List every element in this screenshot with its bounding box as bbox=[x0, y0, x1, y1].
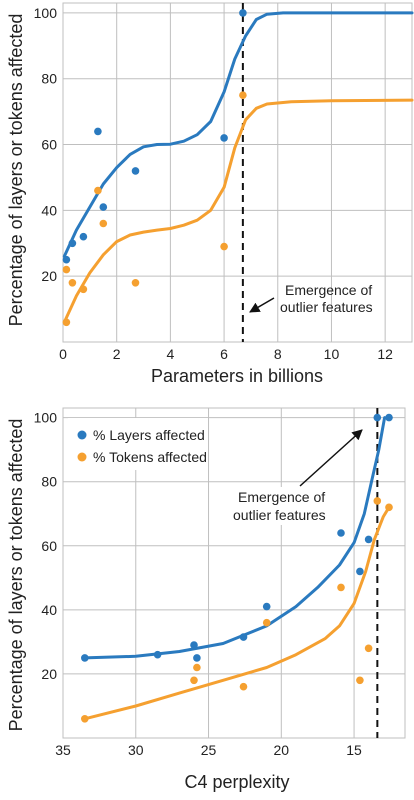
x-tick-label: 20 bbox=[274, 742, 290, 758]
data-points bbox=[62, 9, 247, 327]
data-point-tokens bbox=[94, 186, 102, 195]
chart-parameters: 0 2 4 6 8 10 12 20 40 60 80 100 Parameters in bill… bbox=[6, 2, 414, 386]
data-point-tokens bbox=[62, 265, 71, 274]
data-point-layers bbox=[220, 134, 228, 142]
data-point-tokens bbox=[239, 682, 248, 691]
x-axis-label: Parameters in billions bbox=[151, 366, 323, 386]
fit-curve-tokens bbox=[62, 98, 414, 324]
data-point-layers bbox=[356, 567, 364, 576]
data-point-layers bbox=[131, 167, 140, 175]
x-tick-label: 10 bbox=[324, 346, 340, 362]
grid bbox=[62, 407, 406, 739]
data-point-layers bbox=[99, 203, 108, 211]
y-tick-label: 100 bbox=[34, 410, 58, 426]
data-point-tokens bbox=[62, 318, 71, 327]
data-point-tokens bbox=[131, 279, 140, 287]
data-point-tokens bbox=[385, 503, 393, 512]
x-tick-label: 2 bbox=[113, 346, 121, 362]
x-tick-label: 4 bbox=[166, 346, 174, 362]
x-tick-label: 30 bbox=[128, 742, 144, 758]
data-point-layers bbox=[364, 535, 373, 544]
data-point-layers bbox=[385, 413, 393, 422]
y-tick-label: 20 bbox=[41, 666, 57, 682]
data-point-layers bbox=[190, 641, 198, 649]
fit-curve-tokens bbox=[83, 505, 391, 721]
data-point-layers bbox=[193, 654, 201, 662]
y-tick-label: 20 bbox=[41, 268, 57, 284]
y-tick-label: 40 bbox=[41, 602, 57, 618]
annotation-arrow bbox=[249, 297, 275, 313]
data-point-layers bbox=[239, 9, 247, 17]
data-point-tokens bbox=[99, 219, 108, 228]
y-tick-label: 60 bbox=[41, 137, 57, 153]
data-point-tokens bbox=[81, 715, 89, 723]
data-point-tokens bbox=[239, 91, 247, 99]
data-points bbox=[81, 413, 393, 723]
data-point-layers bbox=[62, 255, 71, 264]
annotation-backdrop bbox=[230, 487, 336, 525]
fit-curve-layers bbox=[62, 11, 414, 258]
annotation-arrow bbox=[299, 429, 363, 487]
data-point-layers bbox=[68, 239, 77, 248]
data-point-layers bbox=[81, 654, 89, 662]
data-point-tokens bbox=[220, 242, 228, 251]
annotation-line-1: Emergence of bbox=[285, 282, 372, 298]
legend: % Layers affected % Tokens affected bbox=[68, 418, 208, 470]
data-point-layers bbox=[239, 633, 248, 641]
x-tick-label: 8 bbox=[274, 346, 282, 362]
x-tick-label: 15 bbox=[346, 742, 362, 758]
y-tick-label: 40 bbox=[41, 202, 57, 218]
legend-marker-tokens bbox=[77, 452, 87, 462]
y-tick-label: 60 bbox=[41, 538, 57, 554]
annotation: Emergence of outlier features bbox=[249, 282, 373, 315]
fit-curves bbox=[62, 11, 414, 324]
x-tick-label: 6 bbox=[220, 346, 228, 362]
data-point-tokens bbox=[364, 644, 373, 653]
annotation-line-1: Emergence of bbox=[238, 489, 325, 505]
y-tick-label: 80 bbox=[41, 71, 57, 87]
data-point-tokens bbox=[337, 583, 345, 592]
x-axis-label: C4 perplexity bbox=[184, 772, 289, 792]
data-point-layers bbox=[94, 127, 102, 136]
x-tick-label: 35 bbox=[55, 742, 71, 758]
data-point-layers bbox=[153, 650, 162, 659]
data-point-layers bbox=[337, 529, 345, 537]
annotation-line-2: outlier features bbox=[280, 299, 373, 315]
fit-curves bbox=[83, 416, 391, 721]
y-axis-label: Percentage of layers or tokens affected bbox=[6, 419, 26, 732]
data-point-tokens bbox=[193, 663, 201, 672]
fit-curve-layers bbox=[83, 416, 387, 660]
y-tick-labels: 20 40 60 80 100 bbox=[34, 5, 58, 284]
legend-label-tokens: % Tokens affected bbox=[93, 449, 207, 465]
data-point-tokens bbox=[373, 497, 382, 505]
chart-perplexity: 35 30 25 20 15 20 40 60 80 100 C4 perplexity Per… bbox=[6, 407, 406, 792]
data-point-tokens bbox=[356, 676, 364, 685]
data-point-tokens bbox=[190, 676, 198, 685]
x-tick-label: 12 bbox=[377, 346, 393, 362]
annotation-line-2: outlier features bbox=[233, 507, 326, 523]
data-point-layers bbox=[79, 232, 88, 241]
data-point-tokens bbox=[262, 618, 271, 627]
x-tick-labels: 0 2 4 6 8 10 12 bbox=[59, 346, 393, 362]
data-point-layers bbox=[373, 413, 382, 422]
legend-marker-layers bbox=[77, 430, 87, 440]
y-tick-label: 100 bbox=[34, 5, 58, 21]
legend-label-layers: % Layers affected bbox=[93, 427, 205, 443]
legend-box bbox=[68, 418, 208, 470]
data-point-layers bbox=[262, 602, 271, 611]
data-point-tokens bbox=[68, 279, 77, 287]
data-point-tokens bbox=[79, 285, 88, 294]
x-tick-label: 0 bbox=[59, 346, 67, 362]
y-axis-label: Percentage of layers or tokens affected bbox=[6, 14, 26, 327]
x-tick-label: 25 bbox=[201, 742, 217, 758]
grid bbox=[62, 2, 413, 343]
annotation: Emergence of outlier features bbox=[230, 429, 363, 525]
y-tick-label: 80 bbox=[41, 474, 57, 490]
y-tick-labels: 20 40 60 80 100 bbox=[34, 410, 58, 682]
x-tick-labels: 35 30 25 20 15 bbox=[55, 742, 362, 758]
